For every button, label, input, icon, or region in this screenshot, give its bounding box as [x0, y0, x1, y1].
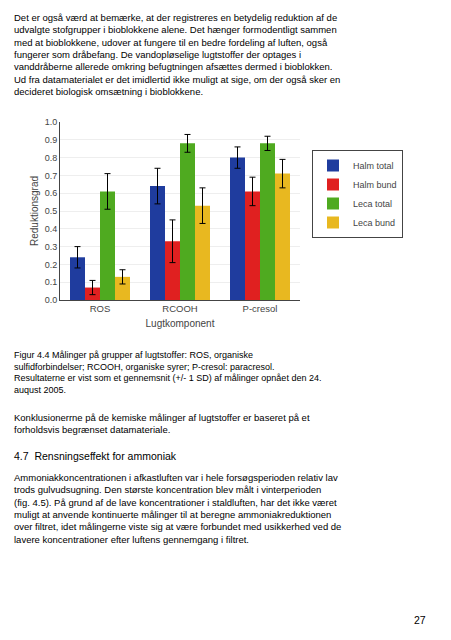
svg-text:0.0: 0.0 [45, 295, 58, 305]
svg-text:1.0: 1.0 [45, 117, 58, 127]
svg-text:0.9: 0.9 [45, 135, 58, 145]
svg-text:P-cresol: P-cresol [243, 303, 278, 314]
svg-text:Lugtkomponent: Lugtkomponent [146, 318, 215, 329]
svg-text:Det er også værd at bemærke, a: Det er også værd at bemærke, at der regi… [14, 12, 340, 97]
svg-text:27: 27 [414, 614, 426, 626]
svg-text:0.2: 0.2 [45, 260, 58, 270]
svg-text:Reduktionsgrad: Reduktionsgrad [29, 176, 40, 246]
svg-text:Leca total: Leca total [353, 199, 392, 209]
svg-text:Halm total: Halm total [353, 161, 394, 171]
svg-text:0.6: 0.6 [45, 188, 58, 198]
svg-text:ROS: ROS [90, 303, 111, 314]
svg-text:0.3: 0.3 [45, 242, 58, 252]
svg-text:Figur 4.4 Målinger på grupper: Figur 4.4 Målinger på grupper af lugtsto… [14, 350, 321, 395]
svg-text:Ammoniakkoncentrationen i afka: Ammoniakkoncentrationen i afkastluften v… [14, 472, 341, 545]
svg-text:Leca bund: Leca bund [353, 218, 395, 228]
svg-text:0.4: 0.4 [45, 224, 58, 234]
svg-text:0.7: 0.7 [45, 171, 58, 181]
svg-text:0.5: 0.5 [45, 206, 58, 216]
svg-text:RCOOH: RCOOH [162, 303, 198, 314]
svg-text:4.7 Rensningseffekt for ammon: 4.7 Rensningseffekt for ammoniak [14, 450, 177, 462]
svg-text:Konklusionerrne på de kemiske: Konklusionerrne på de kemiske målinger a… [14, 412, 310, 435]
svg-text:0.1: 0.1 [45, 277, 58, 287]
svg-text:Halm bund: Halm bund [353, 180, 397, 190]
svg-text:0.8: 0.8 [45, 153, 58, 163]
